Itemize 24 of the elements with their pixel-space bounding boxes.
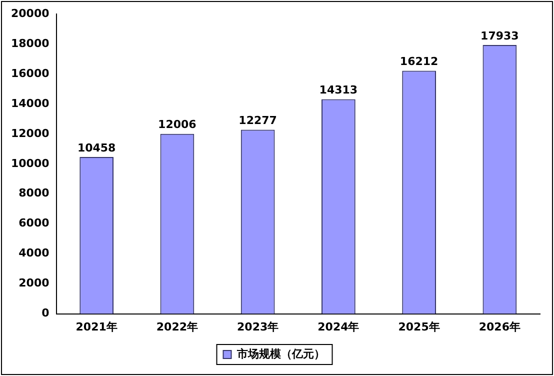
data-label: 12006 [158, 118, 197, 132]
data-label: 12277 [238, 114, 277, 128]
x-tick-label: 2026年 [478, 320, 520, 334]
data-label: 14313 [319, 84, 358, 97]
y-tick-label: 4000 [18, 246, 50, 260]
y-tick-label: 2000 [18, 276, 50, 290]
x-tick-label: 2023年 [237, 320, 279, 334]
x-tick-label: 2022年 [156, 320, 198, 334]
y-tick-label: 12000 [10, 126, 50, 140]
x-tick-label: 2025年 [398, 320, 440, 334]
x-tick-label: 2021年 [76, 320, 118, 334]
y-tick-label: 0 [42, 306, 50, 320]
y-tick-label: 20000 [10, 6, 50, 20]
data-label: 16212 [400, 55, 438, 68]
data-label: 10458 [77, 141, 116, 154]
y-tick-label: 16000 [10, 66, 50, 80]
y-tick-label: 14000 [10, 96, 50, 110]
y-tick-label: 6000 [18, 216, 50, 230]
y-tick-label: 18000 [10, 36, 50, 50]
y-tick-label: 10000 [10, 156, 50, 170]
legend-label: 市场规模（亿元） [236, 347, 325, 360]
x-tick-label: 2024年 [318, 320, 360, 334]
data-label: 17933 [480, 29, 519, 42]
y-tick-label: 8000 [18, 186, 50, 200]
